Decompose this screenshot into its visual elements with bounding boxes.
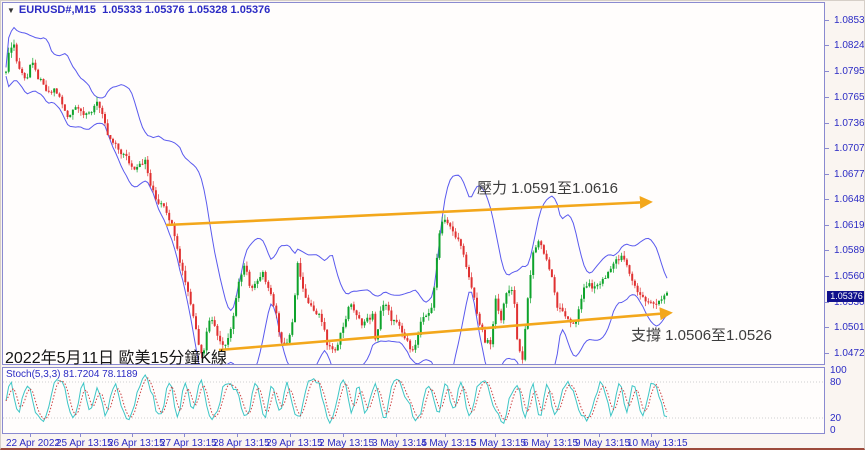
price-axis-tick: [825, 225, 829, 226]
price-axis-tick: [825, 276, 829, 277]
main-chart-panel[interactable]: [2, 2, 825, 365]
price-axis-tick: [825, 302, 829, 303]
price-axis-tick: [825, 148, 829, 149]
stoch-d-line: [5, 377, 668, 421]
bull-candle-wicks: [5, 39, 668, 362]
chart-caption: 2022年5月11日 歐美15分鐘K線: [5, 350, 228, 367]
price-axis-label: 1.08535: [834, 15, 865, 26]
price-axis-tick: [825, 174, 829, 175]
price-axis-tick: [825, 45, 829, 46]
time-axis-tick: [132, 434, 133, 437]
ohlc-values: 1.05333 1.05376 1.05328 1.05376: [102, 4, 271, 16]
price-axis-tick: [825, 199, 829, 200]
support-trendline[interactable]: [218, 307, 673, 352]
time-axis-label: 3 May 13:15: [372, 438, 428, 449]
price-axis-label: 1.07070: [834, 143, 865, 154]
time-axis-label: 27 Apr 13:15: [160, 438, 217, 449]
time-axis-label: 2 May 13:15: [319, 438, 375, 449]
time-axis-label: 22 Apr 2022: [6, 438, 60, 449]
time-axis-tick: [396, 434, 397, 437]
stoch-axis-label: 80: [830, 377, 842, 388]
time-axis-label: 25 Apr 13:15: [56, 438, 113, 449]
price-axis-label: 1.08245: [834, 40, 865, 51]
price-axis-label: 1.05895: [834, 245, 865, 256]
time-axis-label: 28 Apr 13:15: [213, 438, 270, 449]
time-axis-label: 9 May 13:15: [575, 438, 631, 449]
price-axis-tick: [825, 97, 829, 98]
stoch-k-line: [5, 374, 668, 425]
price-axis-tick: [825, 71, 829, 72]
price-axis-label: 1.07950: [834, 66, 865, 77]
current-price-badge: 1.05376: [827, 291, 864, 302]
time-axis-tick: [184, 434, 185, 437]
time-axis-label: 10 May 13:15: [627, 438, 688, 449]
price-axis-label: 1.07360: [834, 118, 865, 129]
time-axis-tick: [445, 434, 446, 437]
price-axis-tick: [825, 20, 829, 21]
time-axis-label: 29 Apr 13:15: [266, 438, 323, 449]
time-axis-tick: [651, 434, 652, 437]
price-axis-label: 1.06190: [834, 220, 865, 231]
price-axis-label: 1.05015: [834, 322, 865, 333]
bollinger-lower-band: [5, 75, 668, 364]
time-axis-tick: [237, 434, 238, 437]
ohlc-header: ▼ EURUSD#,M15 1.05333 1.05376 1.05328 1.0…: [7, 4, 270, 16]
time-axis-tick: [290, 434, 291, 437]
time-axis-label: 6 May 13:15: [523, 438, 579, 449]
bollinger-upper-band: [5, 26, 668, 312]
symbol-dropdown-icon[interactable]: ▼: [7, 6, 15, 15]
price-axis-label: 1.06480: [834, 194, 865, 205]
stoch-axis-label: 0: [830, 425, 836, 436]
time-axis-tick: [599, 434, 600, 437]
stoch-canvas[interactable]: [3, 368, 824, 433]
bear-candle-wicks: [16, 42, 657, 364]
stoch-header: Stoch(5,3,3) 81.7204 78.1189: [6, 369, 138, 380]
price-axis-label: 1.05305: [834, 297, 865, 308]
bull-candle-bodies: [5, 44, 668, 360]
price-axis-label: 1.04720: [834, 348, 865, 359]
stoch-axis-label: 20: [830, 413, 842, 424]
price-axis-tick: [825, 123, 829, 124]
time-axis-tick: [80, 434, 81, 437]
price-axis-label: 1.05600: [834, 271, 865, 282]
stoch-panel[interactable]: [2, 367, 825, 434]
time-axis-label: 26 Apr 13:15: [108, 438, 165, 449]
support-annotation: 支撐 1.0506至1.0526: [631, 327, 772, 344]
price-axis-tick: [825, 250, 829, 251]
price-axis-tick: [825, 353, 829, 354]
price-axis-label: 1.06775: [834, 169, 865, 180]
time-axis-tick: [547, 434, 548, 437]
price-axis-tick: [825, 327, 829, 328]
price-axis-label: 1.07655: [834, 92, 865, 103]
bear-candle-bodies: [15, 44, 658, 360]
time-axis-label: 5 May 13:15: [471, 438, 527, 449]
symbol-label: EURUSD#,M15: [18, 4, 96, 16]
time-axis-tick: [343, 434, 344, 437]
resistance-annotation: 壓力 1.0591至1.0616: [477, 180, 618, 197]
resistance-trendline[interactable]: [165, 195, 653, 227]
stoch-axis-label: 100: [830, 365, 847, 376]
time-axis-label: 4 May 13:15: [421, 438, 477, 449]
time-axis-tick: [30, 434, 31, 437]
main-chart-canvas[interactable]: [3, 3, 824, 364]
time-axis-tick: [495, 434, 496, 437]
